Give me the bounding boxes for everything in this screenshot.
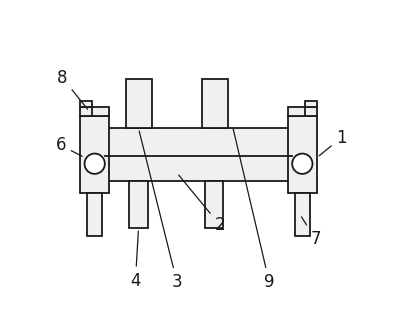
Bar bbox=[295, 193, 310, 236]
Bar bbox=[129, 181, 148, 228]
Bar bbox=[126, 79, 152, 128]
Text: 8: 8 bbox=[57, 69, 88, 109]
Circle shape bbox=[292, 154, 312, 174]
Bar bbox=[288, 116, 317, 193]
Text: 2: 2 bbox=[179, 175, 225, 234]
Bar bbox=[204, 181, 223, 228]
Bar bbox=[304, 101, 317, 108]
Bar bbox=[80, 108, 109, 116]
Bar bbox=[80, 101, 93, 108]
Text: 9: 9 bbox=[233, 128, 274, 291]
Text: 3: 3 bbox=[139, 131, 182, 291]
Text: 4: 4 bbox=[130, 231, 141, 290]
Text: 1: 1 bbox=[319, 129, 347, 156]
Bar bbox=[80, 116, 109, 193]
Circle shape bbox=[85, 154, 105, 174]
Bar bbox=[105, 128, 292, 181]
Bar bbox=[202, 79, 228, 128]
Bar bbox=[288, 108, 317, 116]
Text: 7: 7 bbox=[301, 217, 321, 248]
Text: 6: 6 bbox=[56, 136, 82, 156]
Bar bbox=[87, 193, 102, 236]
